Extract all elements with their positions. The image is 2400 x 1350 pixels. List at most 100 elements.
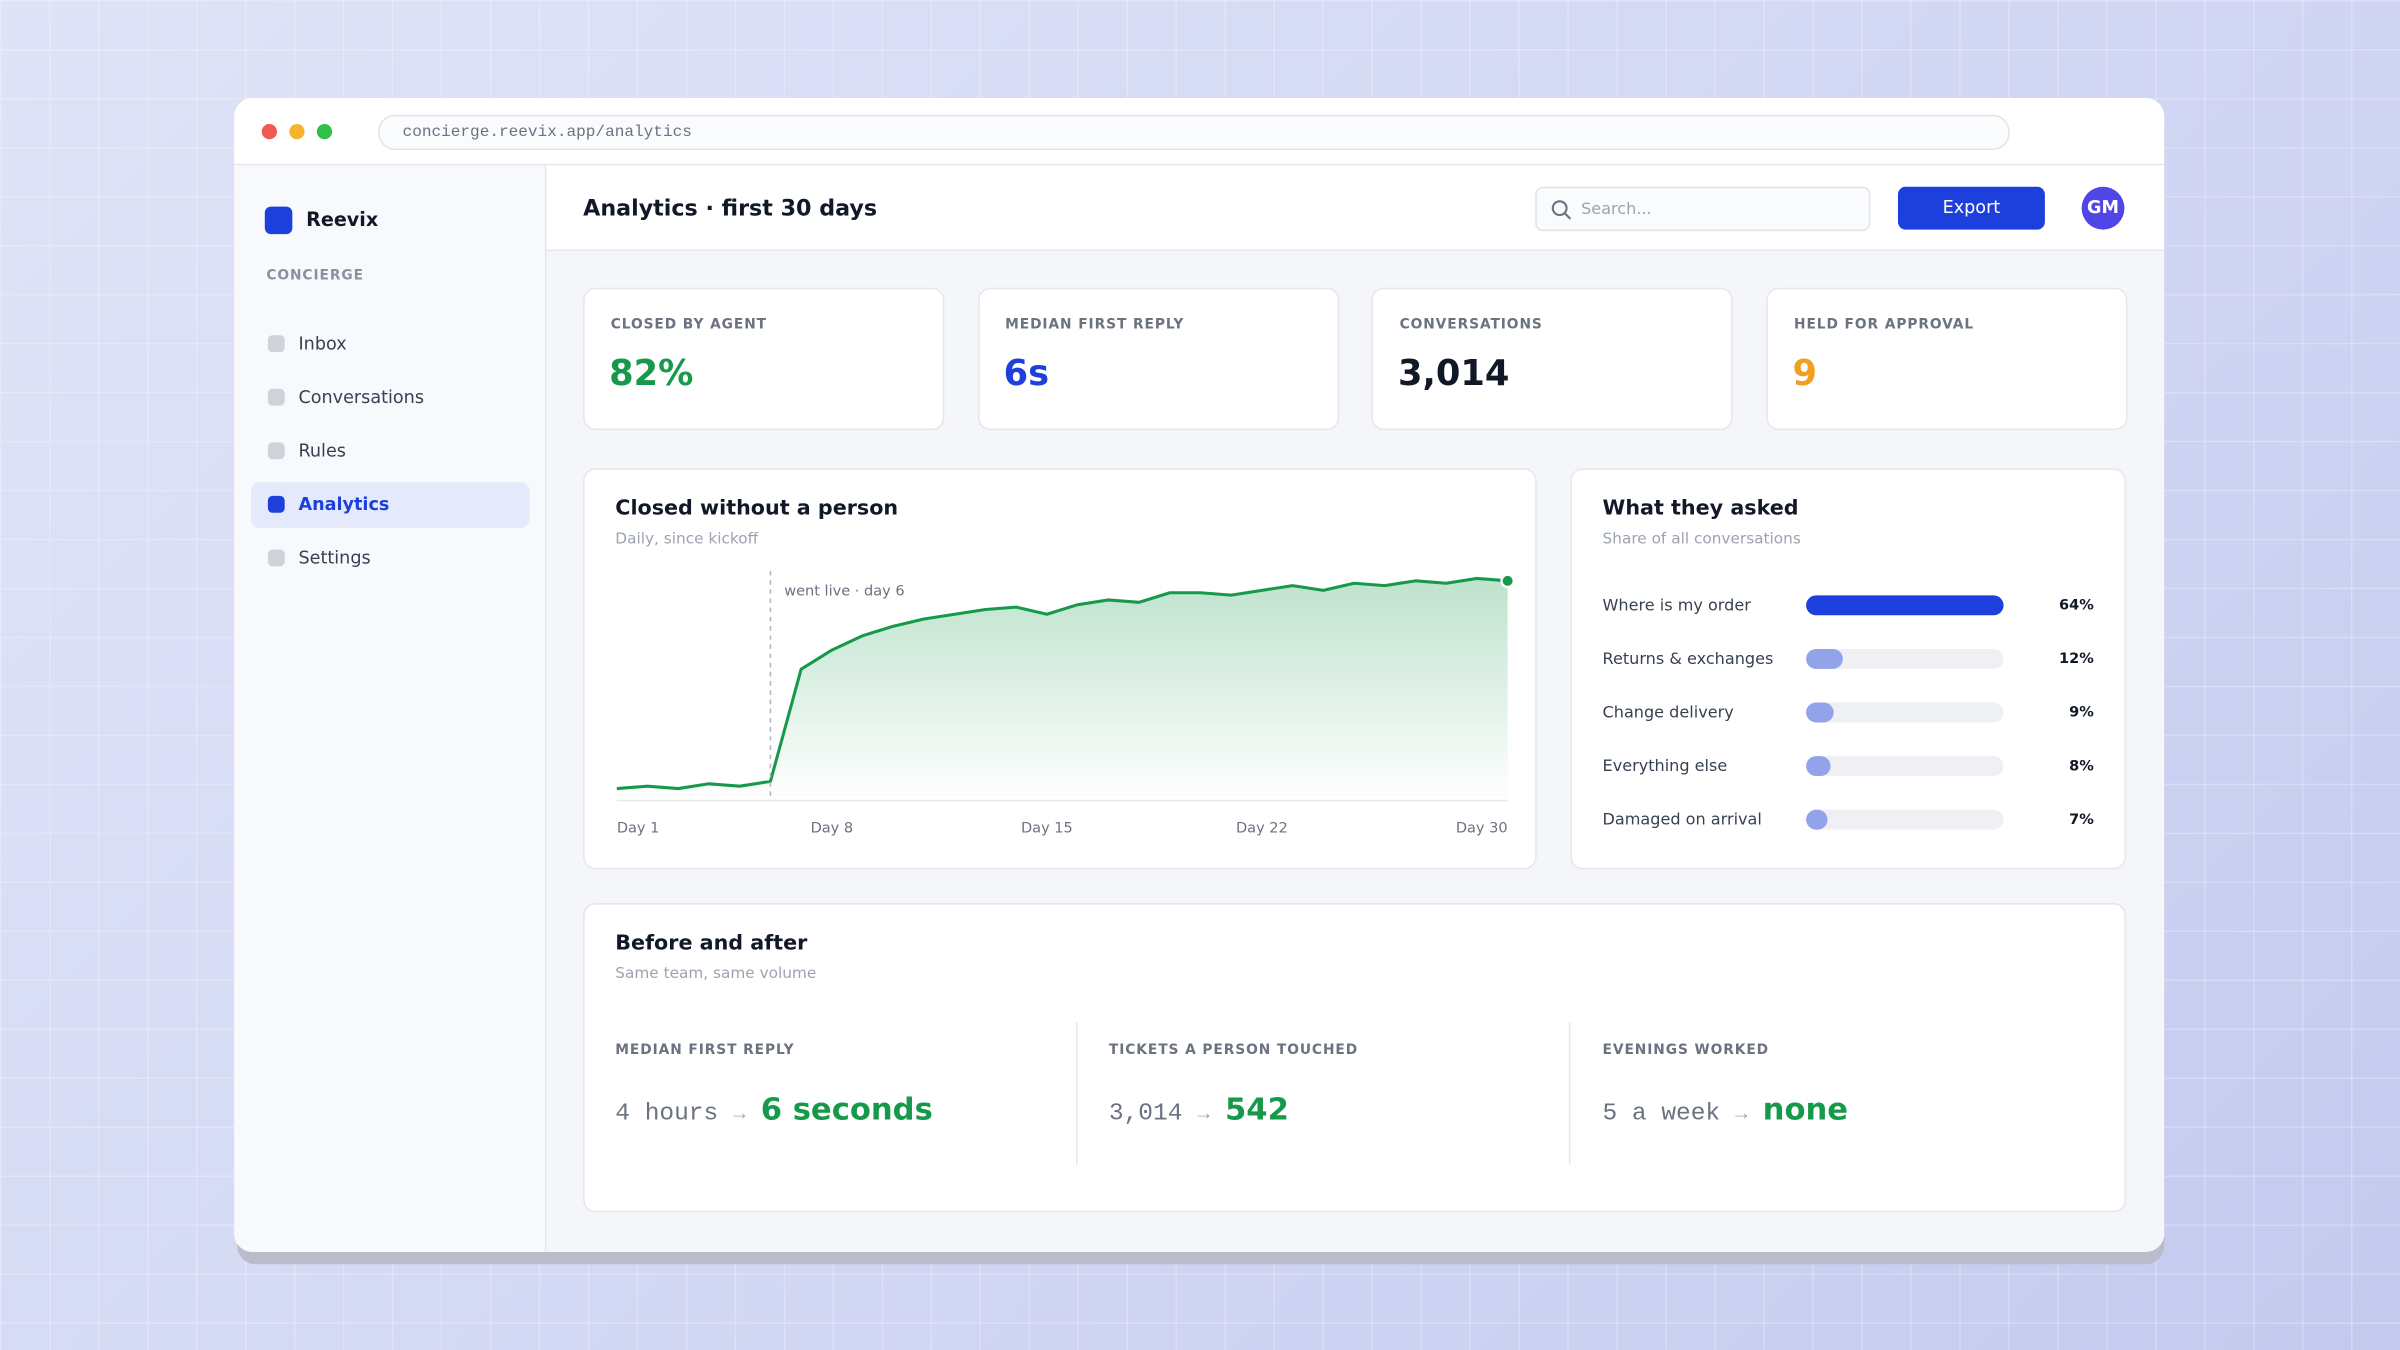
- before-value: 5 a week: [1602, 1099, 1721, 1128]
- bar-label: Change delivery: [1602, 703, 1734, 723]
- comparison-card: Before and after Same team, same volume …: [583, 903, 2127, 1213]
- export-button[interactable]: Export: [1897, 186, 2045, 230]
- nav-icon: [267, 442, 285, 460]
- end-dot: [1500, 573, 1515, 589]
- line: [616, 576, 1508, 791]
- kpi-card: CONVERSATIONS 3,014: [1372, 287, 1734, 431]
- bar-label: Damaged on arrival: [1602, 810, 1762, 830]
- bar-value-label: 8%: [2069, 758, 2094, 775]
- kpi-label: HELD FOR APPROVAL: [1794, 317, 1975, 333]
- card-title: Closed without a person: [615, 496, 899, 521]
- bar-label: Everything else: [1602, 757, 1728, 776]
- nav-item[interactable]: Inbox: [298, 332, 347, 354]
- before-value: 4 hours: [615, 1099, 719, 1128]
- nav-item[interactable]: Analytics: [298, 493, 390, 515]
- bar-value-label: 9%: [2069, 704, 2094, 722]
- export-label: Export: [1942, 196, 2001, 218]
- brand: Reevix: [306, 207, 379, 231]
- title-bar: concierge.reevix.app/analytics: [234, 97, 2165, 166]
- nav-item[interactable]: Settings: [298, 546, 371, 569]
- kpi-value: 3,014: [1398, 354, 1510, 395]
- card-subtitle: Share of all conversations: [1602, 531, 1801, 548]
- kpi-value: 82%: [609, 354, 694, 395]
- nav-item[interactable]: Rules: [298, 439, 346, 462]
- header: Analytics · first 30 days Search... Expo…: [546, 165, 2165, 252]
- maximize-dot[interactable]: [316, 123, 333, 140]
- annotation: went live · day 6: [784, 583, 904, 599]
- url-bar[interactable]: concierge.reevix.app/analytics: [378, 114, 2010, 150]
- nav-icon: [267, 495, 285, 513]
- comparison-row: 3,014 → 542: [1109, 1094, 1289, 1126]
- kpi-value: 6s: [1003, 354, 1050, 395]
- search-placeholder: Search...: [1581, 200, 1652, 219]
- comparison-label: EVENINGS WORKED: [1602, 1043, 1770, 1059]
- bar: [1806, 756, 1831, 777]
- nav-icon: [267, 335, 285, 353]
- x-tick-label: Day 1: [617, 821, 660, 837]
- card-title: Before and after: [615, 930, 808, 956]
- bar-label: Returns & exchanges: [1602, 650, 1774, 669]
- bar: [1806, 809, 1828, 830]
- line-card: Closed without a person Daily, since kic…: [583, 468, 1537, 870]
- kpi-value: 9: [1792, 354, 1817, 395]
- divider: [1076, 1022, 1078, 1165]
- kpi-label: MEDIAN FIRST REPLY: [1005, 317, 1185, 333]
- x-tick-label: Day 8: [811, 821, 854, 837]
- after-value: none: [1762, 1090, 1849, 1128]
- x-tick-label: Day 15: [1021, 821, 1073, 837]
- x-tick-label: Day 22: [1236, 821, 1288, 837]
- bar-track: [1806, 702, 2004, 723]
- card-subtitle: Same team, same volume: [615, 965, 817, 983]
- comparison-row: 5 a week → none: [1603, 1094, 1849, 1126]
- comparison-row: 4 hours → 6 seconds: [615, 1094, 933, 1126]
- arrow: →: [1197, 1102, 1210, 1126]
- nav-active-bg: [251, 482, 530, 529]
- kpi-card: HELD FOR APPROVAL 9: [1766, 287, 2128, 431]
- bar-track: [1806, 648, 2004, 669]
- bar: [1806, 595, 2004, 616]
- sidebar: Reevix CONCIERGE Inbox Conversations Rules…: [234, 165, 547, 1253]
- avatar-initials: GM: [2087, 196, 2120, 218]
- bar-track: [1806, 756, 2004, 777]
- area: [616, 578, 1508, 801]
- card-title: What they asked: [1602, 496, 1799, 521]
- minimize-dot[interactable]: [289, 123, 305, 140]
- line-chart: went live · day 6 Day 1 Day 8 Day 15 Day 22 D…: [616, 570, 1515, 837]
- section-label: CONCIERGE: [266, 268, 364, 284]
- window: concierge.reevix.app/analytics Reevix CO…: [234, 97, 2165, 1253]
- arrow: →: [1735, 1102, 1748, 1126]
- close-dot[interactable]: [261, 123, 278, 140]
- page-title: Analytics · first 30 days: [583, 197, 878, 222]
- before-value: 3,014: [1108, 1099, 1183, 1128]
- nav-item[interactable]: Conversations: [298, 386, 425, 408]
- comparison-label: MEDIAN FIRST REPLY: [615, 1043, 795, 1059]
- bar-value-label: 7%: [2069, 811, 2094, 829]
- nav-icon: [267, 549, 285, 567]
- after-value: 542: [1224, 1090, 1289, 1128]
- bar-track: [1806, 809, 2004, 830]
- bar-label: Where is my order: [1602, 596, 1751, 615]
- kpi-card: CLOSED BY AGENT 82%: [583, 287, 945, 431]
- kpi-label: CONVERSATIONS: [1399, 317, 1543, 333]
- card-subtitle: Daily, since kickoff: [615, 531, 759, 548]
- kpi-card: MEDIAN FIRST REPLY 6s: [977, 287, 1339, 431]
- arrow: →: [733, 1102, 746, 1126]
- avatar[interactable]: GM: [2081, 186, 2125, 230]
- kpi-label: CLOSED BY AGENT: [610, 317, 767, 333]
- brand-logo: [264, 206, 293, 235]
- search-box[interactable]: Search...: [1535, 186, 1871, 232]
- divider: [1568, 1022, 1571, 1165]
- bar: [1806, 702, 1834, 723]
- x-tick-label: Day 30: [1456, 821, 1508, 837]
- bar-value-label: 64%: [2059, 597, 2094, 615]
- search-icon: [1551, 200, 1572, 220]
- bar: [1806, 648, 1844, 669]
- bar-value-label: 12%: [2059, 650, 2094, 668]
- after-value: 6 seconds: [760, 1090, 933, 1128]
- bar-card: What they asked Share of all conversatio…: [1570, 468, 2127, 870]
- comparison-label: TICKETS A PERSON TOUCHED: [1108, 1043, 1359, 1059]
- nav-icon: [267, 388, 285, 406]
- url: concierge.reevix.app/analytics: [402, 123, 692, 142]
